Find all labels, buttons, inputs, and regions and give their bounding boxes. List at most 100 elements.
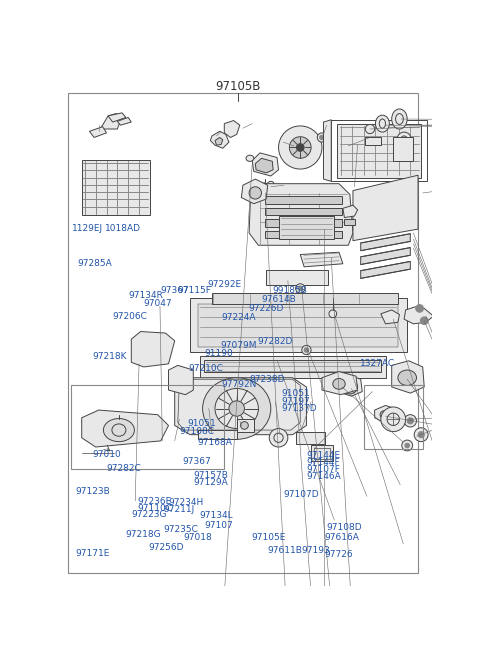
Bar — [337, 124, 421, 178]
Text: 97115F: 97115F — [178, 286, 211, 295]
Ellipse shape — [404, 415, 417, 427]
Text: 97168A: 97168A — [198, 438, 232, 447]
Ellipse shape — [268, 182, 274, 186]
Text: 97614B: 97614B — [261, 295, 296, 305]
Text: 97611B: 97611B — [267, 545, 302, 555]
Ellipse shape — [278, 126, 322, 169]
Ellipse shape — [320, 135, 324, 139]
Text: 97282C: 97282C — [107, 464, 142, 473]
Text: 97137D: 97137D — [282, 404, 317, 413]
Ellipse shape — [414, 428, 428, 442]
Text: 97171E: 97171E — [76, 549, 110, 558]
Bar — [200, 356, 385, 378]
Ellipse shape — [420, 317, 428, 324]
Ellipse shape — [405, 443, 409, 448]
Polygon shape — [215, 138, 223, 145]
Polygon shape — [360, 220, 410, 237]
Text: 97107D: 97107D — [283, 490, 319, 499]
Text: 97107F: 97107F — [306, 465, 340, 474]
Bar — [344, 219, 355, 225]
Bar — [237, 419, 254, 432]
Polygon shape — [360, 261, 410, 278]
Bar — [264, 219, 342, 227]
Text: 97146A: 97146A — [306, 472, 341, 481]
Polygon shape — [375, 405, 395, 422]
Ellipse shape — [436, 327, 441, 332]
Text: 97226D: 97226D — [249, 304, 284, 313]
Text: 97206C: 97206C — [112, 312, 147, 321]
Polygon shape — [360, 247, 410, 265]
Text: 97134R: 97134R — [129, 291, 164, 300]
Bar — [314, 448, 330, 459]
Text: 97108C: 97108C — [179, 426, 214, 436]
Ellipse shape — [380, 411, 388, 418]
Bar — [204, 360, 381, 372]
Text: 1018AD: 1018AD — [105, 224, 141, 233]
Polygon shape — [255, 159, 273, 173]
Text: 97047: 97047 — [144, 299, 172, 308]
Text: 97144F: 97144F — [306, 458, 340, 467]
Text: 97105B: 97105B — [216, 80, 261, 93]
Text: 97107: 97107 — [204, 521, 233, 530]
Ellipse shape — [329, 310, 336, 318]
Text: 91190: 91190 — [204, 349, 233, 358]
Text: 97285A: 97285A — [78, 259, 113, 268]
Text: 97210C: 97210C — [189, 365, 224, 373]
Ellipse shape — [269, 428, 288, 447]
Polygon shape — [108, 113, 126, 122]
Ellipse shape — [229, 401, 244, 417]
Text: 99185B: 99185B — [272, 286, 307, 295]
Ellipse shape — [240, 422, 248, 429]
Text: 97197: 97197 — [282, 397, 311, 406]
Polygon shape — [343, 205, 358, 218]
Bar — [393, 138, 413, 161]
Polygon shape — [324, 120, 331, 182]
Text: 97134L: 97134L — [199, 511, 233, 520]
Ellipse shape — [296, 143, 304, 151]
Bar — [82, 160, 150, 215]
Text: 97235C: 97235C — [163, 525, 198, 534]
Ellipse shape — [375, 115, 389, 132]
Bar — [278, 216, 335, 239]
Ellipse shape — [103, 418, 134, 442]
Text: 97157B: 97157B — [193, 470, 228, 480]
Bar — [198, 430, 237, 440]
Text: 97193: 97193 — [301, 545, 330, 555]
Bar — [264, 231, 342, 238]
Text: 97224A: 97224A — [221, 313, 256, 322]
Text: 97256D: 97256D — [148, 543, 184, 552]
Ellipse shape — [304, 347, 309, 352]
Text: 97211J: 97211J — [163, 505, 194, 514]
Bar — [264, 196, 342, 204]
Ellipse shape — [342, 380, 358, 394]
Ellipse shape — [418, 432, 424, 438]
Text: 91051: 91051 — [187, 419, 216, 428]
Ellipse shape — [397, 132, 411, 146]
Ellipse shape — [416, 305, 423, 313]
Text: 97108D: 97108D — [326, 523, 362, 532]
Bar — [266, 270, 328, 286]
Polygon shape — [89, 127, 107, 138]
Bar — [264, 207, 342, 215]
Ellipse shape — [392, 109, 407, 129]
Polygon shape — [168, 365, 193, 395]
Ellipse shape — [365, 124, 375, 134]
Text: 97236E: 97236E — [137, 497, 172, 506]
Text: 97218K: 97218K — [93, 352, 127, 361]
Text: 97726: 97726 — [324, 549, 353, 559]
Text: 97123B: 97123B — [76, 488, 110, 496]
Ellipse shape — [249, 187, 262, 199]
Text: 91051: 91051 — [282, 389, 311, 398]
Text: 97238D: 97238D — [250, 375, 285, 384]
Polygon shape — [381, 310, 399, 324]
Ellipse shape — [215, 388, 258, 428]
Ellipse shape — [317, 133, 326, 142]
Polygon shape — [353, 175, 418, 241]
Text: 1129EJ: 1129EJ — [72, 224, 103, 233]
Ellipse shape — [381, 407, 406, 432]
Bar — [311, 445, 333, 461]
Polygon shape — [249, 184, 353, 245]
Text: 1327AC: 1327AC — [360, 359, 395, 368]
Polygon shape — [241, 179, 268, 204]
Text: 97292E: 97292E — [207, 280, 241, 289]
